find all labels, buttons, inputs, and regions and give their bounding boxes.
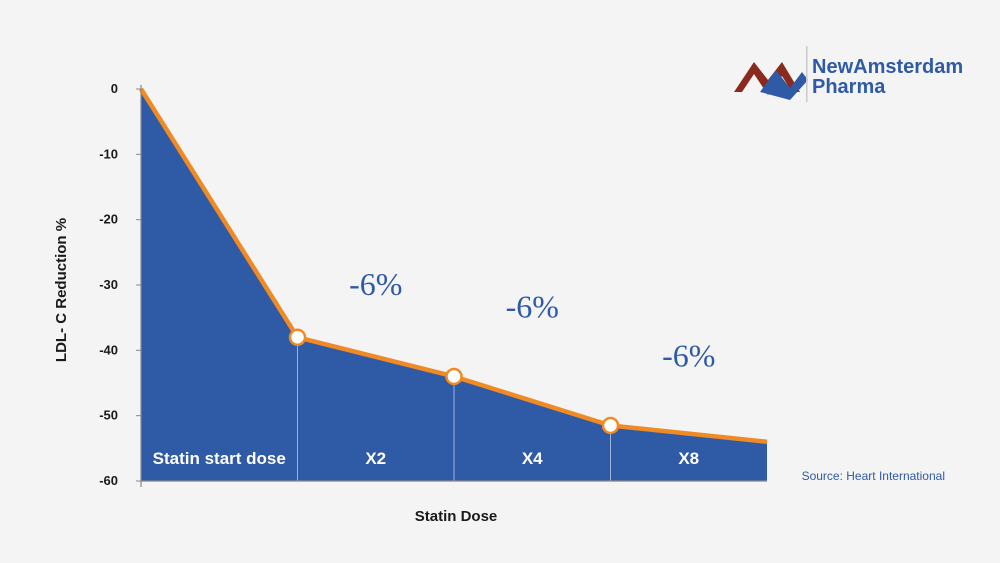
data-point	[445, 367, 463, 386]
category-label: Statin start dose	[153, 449, 286, 468]
source-note: Source: Heart International	[802, 469, 945, 483]
y-axis-title: LDL- C Reduction %	[53, 218, 70, 362]
chart-plot-area: 0 -10 -20 -30 -40 -50 -60 Statin start dose X2 X4…	[99, 81, 768, 488]
company-logo: NewAmsterdam Pharma	[734, 46, 963, 102]
y-tick-label: -40	[99, 342, 118, 357]
y-tick-label: -10	[99, 146, 118, 161]
change-annotation: -6%	[506, 289, 559, 325]
logo-mark-icon	[734, 62, 808, 100]
logo-line-2: Pharma	[812, 76, 886, 98]
y-tick-label: 0	[111, 81, 118, 96]
change-annotation: -6%	[349, 266, 402, 302]
y-tick-label: -60	[99, 473, 118, 488]
data-point	[288, 328, 307, 347]
logo-line-1: NewAmsterdam	[812, 56, 963, 78]
x-axis-title: Statin Dose	[415, 508, 498, 525]
category-label: X4	[522, 449, 543, 468]
category-label: X8	[678, 449, 699, 468]
logo-divider	[806, 46, 808, 102]
y-tick-label: -30	[99, 277, 118, 292]
y-tick-label: -20	[99, 212, 118, 227]
category-label: X2	[365, 449, 386, 468]
change-annotation: -6%	[662, 338, 715, 374]
data-point	[601, 416, 620, 435]
y-tick-label: -50	[99, 408, 118, 423]
